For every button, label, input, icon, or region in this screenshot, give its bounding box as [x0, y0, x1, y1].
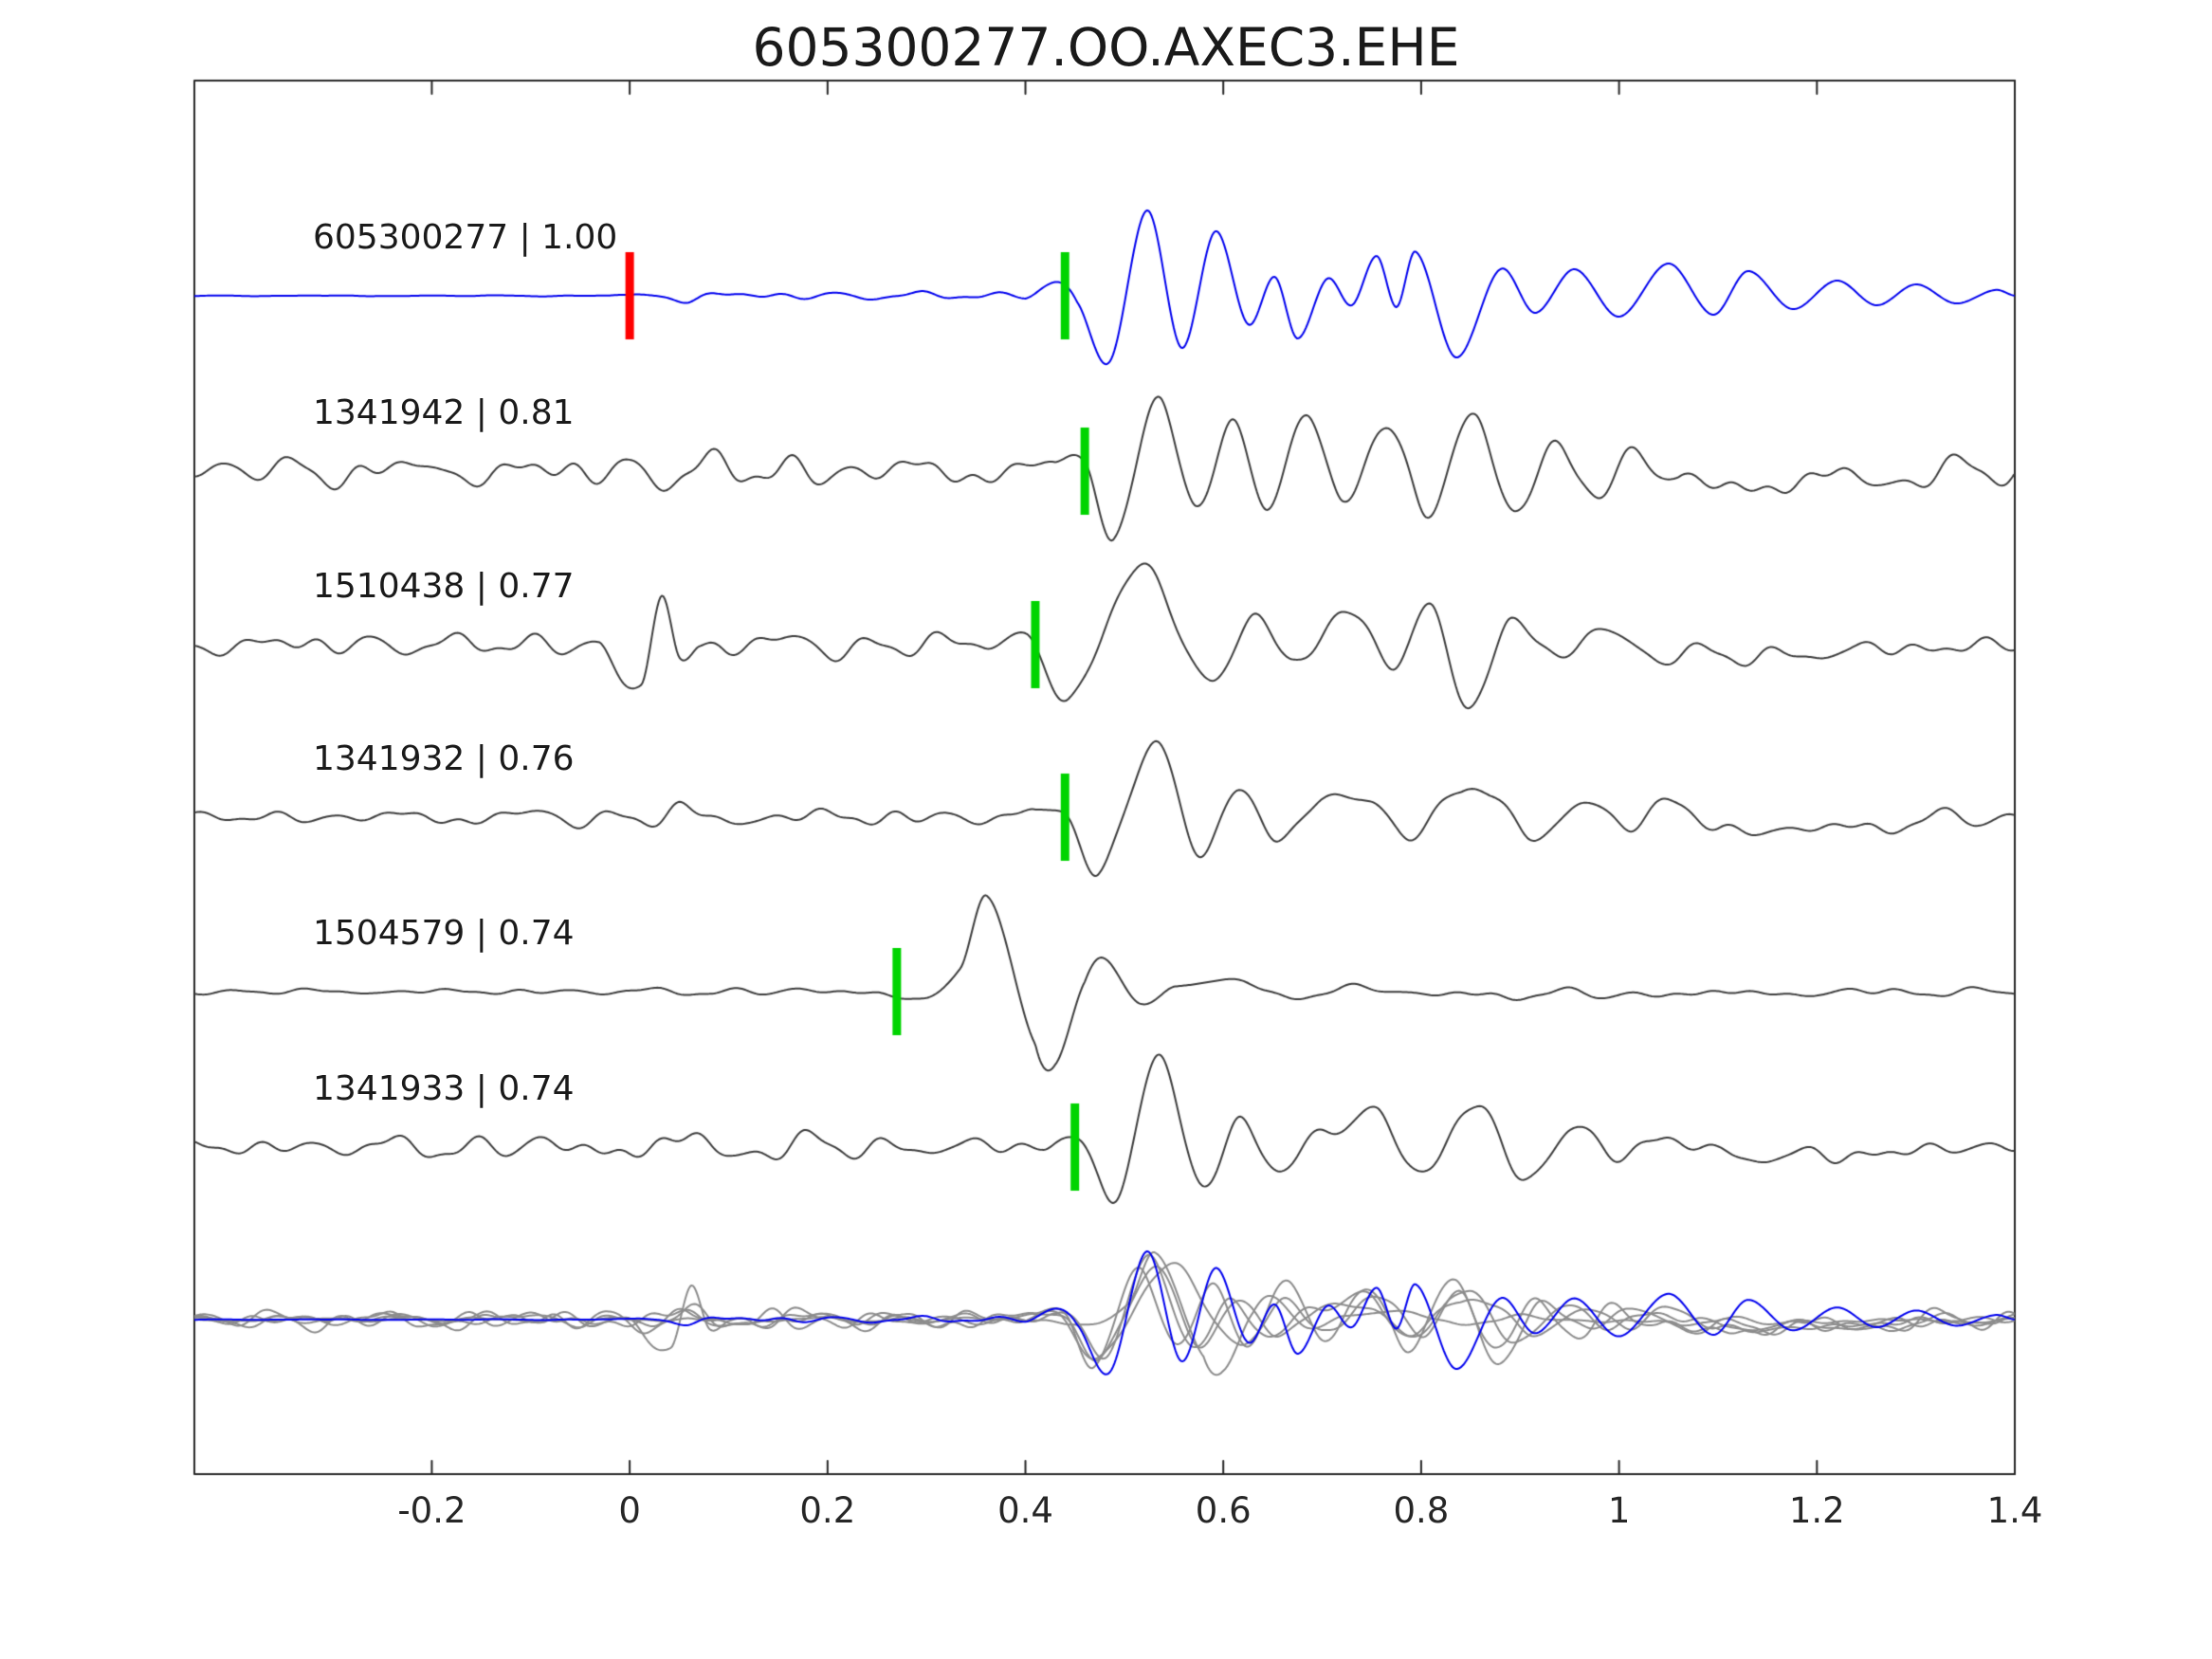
- x-tick-label--0.2: -0.2: [397, 1490, 466, 1531]
- trace-label-1341932: 1341932 | 0.76: [313, 739, 575, 778]
- trace-label-605300277: 605300277 | 1.00: [313, 218, 618, 257]
- trace-label-1341933: 1341933 | 0.74: [313, 1069, 575, 1108]
- x-tick-label-0.4: 0.4: [997, 1490, 1053, 1531]
- x-tick-label-1.2: 1.2: [1788, 1490, 1845, 1531]
- x-tick-label-1: 1: [1607, 1490, 1631, 1531]
- x-tick-label-0.6: 0.6: [1195, 1490, 1252, 1531]
- trace-label-1504579: 1504579 | 0.74: [313, 914, 575, 953]
- trace-label-1341942: 1341942 | 0.81: [313, 393, 575, 432]
- x-tick-label-0.8: 0.8: [1393, 1490, 1450, 1531]
- x-tick-label-0: 0: [618, 1490, 641, 1531]
- x-tick-label-1.4: 1.4: [1986, 1490, 2043, 1531]
- x-tick-label-0.2: 0.2: [799, 1490, 856, 1531]
- trace-label-1510438: 1510438 | 0.77: [313, 567, 575, 606]
